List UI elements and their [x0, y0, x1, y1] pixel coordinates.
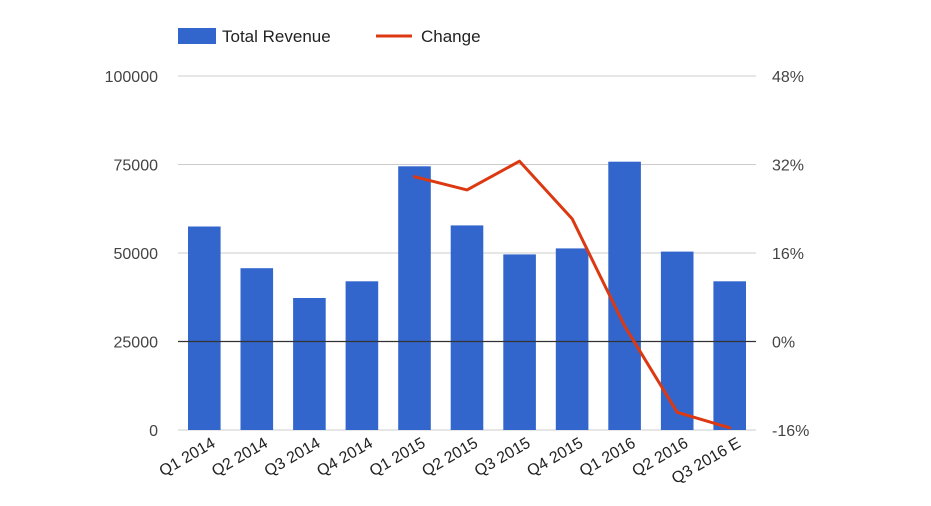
right-tick-label: 32% — [772, 158, 804, 175]
bar-q3-2015 — [503, 254, 536, 430]
bar-q1-2016 — [608, 161, 641, 430]
category-label: Q1 2015 — [367, 435, 429, 480]
right-axis: -16% 0% 16% 32% 48% — [772, 69, 809, 440]
bar-q2-2016 — [660, 251, 694, 430]
bar-q1-2015 — [398, 166, 431, 431]
left-tick-label: 100000 — [105, 69, 158, 86]
bar-q2-2015 — [450, 225, 484, 430]
right-tick-label: -16% — [772, 423, 809, 440]
bar-q3-2016-e — [713, 281, 746, 430]
category-label: Q4 2014 — [314, 435, 376, 480]
change-line-layer — [413, 159, 732, 430]
category-label: Q3 2015 — [472, 435, 534, 480]
category-label: Q2 2015 — [419, 435, 481, 480]
bar-q3-2014 — [293, 298, 326, 430]
left-axis: 0 25000 50000 75000 100000 — [105, 69, 158, 440]
left-tick-label: 25000 — [114, 335, 159, 352]
right-tick-label: 16% — [772, 246, 804, 263]
category-label: Q1 2016 — [577, 435, 639, 480]
category-label: Q1 2014 — [157, 435, 219, 480]
right-tick-label: 0% — [772, 335, 795, 352]
left-tick-label: 50000 — [114, 246, 159, 263]
category-label: Q3 2014 — [262, 435, 324, 480]
legend-line-label: Change — [421, 27, 481, 46]
bar-q4-2015 — [555, 248, 589, 430]
bar-q4-2014 — [345, 281, 379, 430]
category-label: Q4 2015 — [524, 435, 586, 480]
bar-q1-2014 — [188, 226, 221, 430]
bar-q2-2014 — [240, 268, 274, 430]
left-tick-label: 75000 — [114, 158, 159, 175]
right-tick-label: 48% — [772, 69, 804, 86]
legend-bar-swatch — [178, 28, 216, 44]
category-label: Q2 2014 — [209, 435, 271, 480]
legend: Total Revenue Change — [178, 27, 481, 46]
legend-bar-label: Total Revenue — [222, 27, 331, 46]
change-line — [413, 159, 732, 430]
revenue-bars — [188, 161, 746, 431]
left-tick-label: 0 — [149, 423, 158, 440]
